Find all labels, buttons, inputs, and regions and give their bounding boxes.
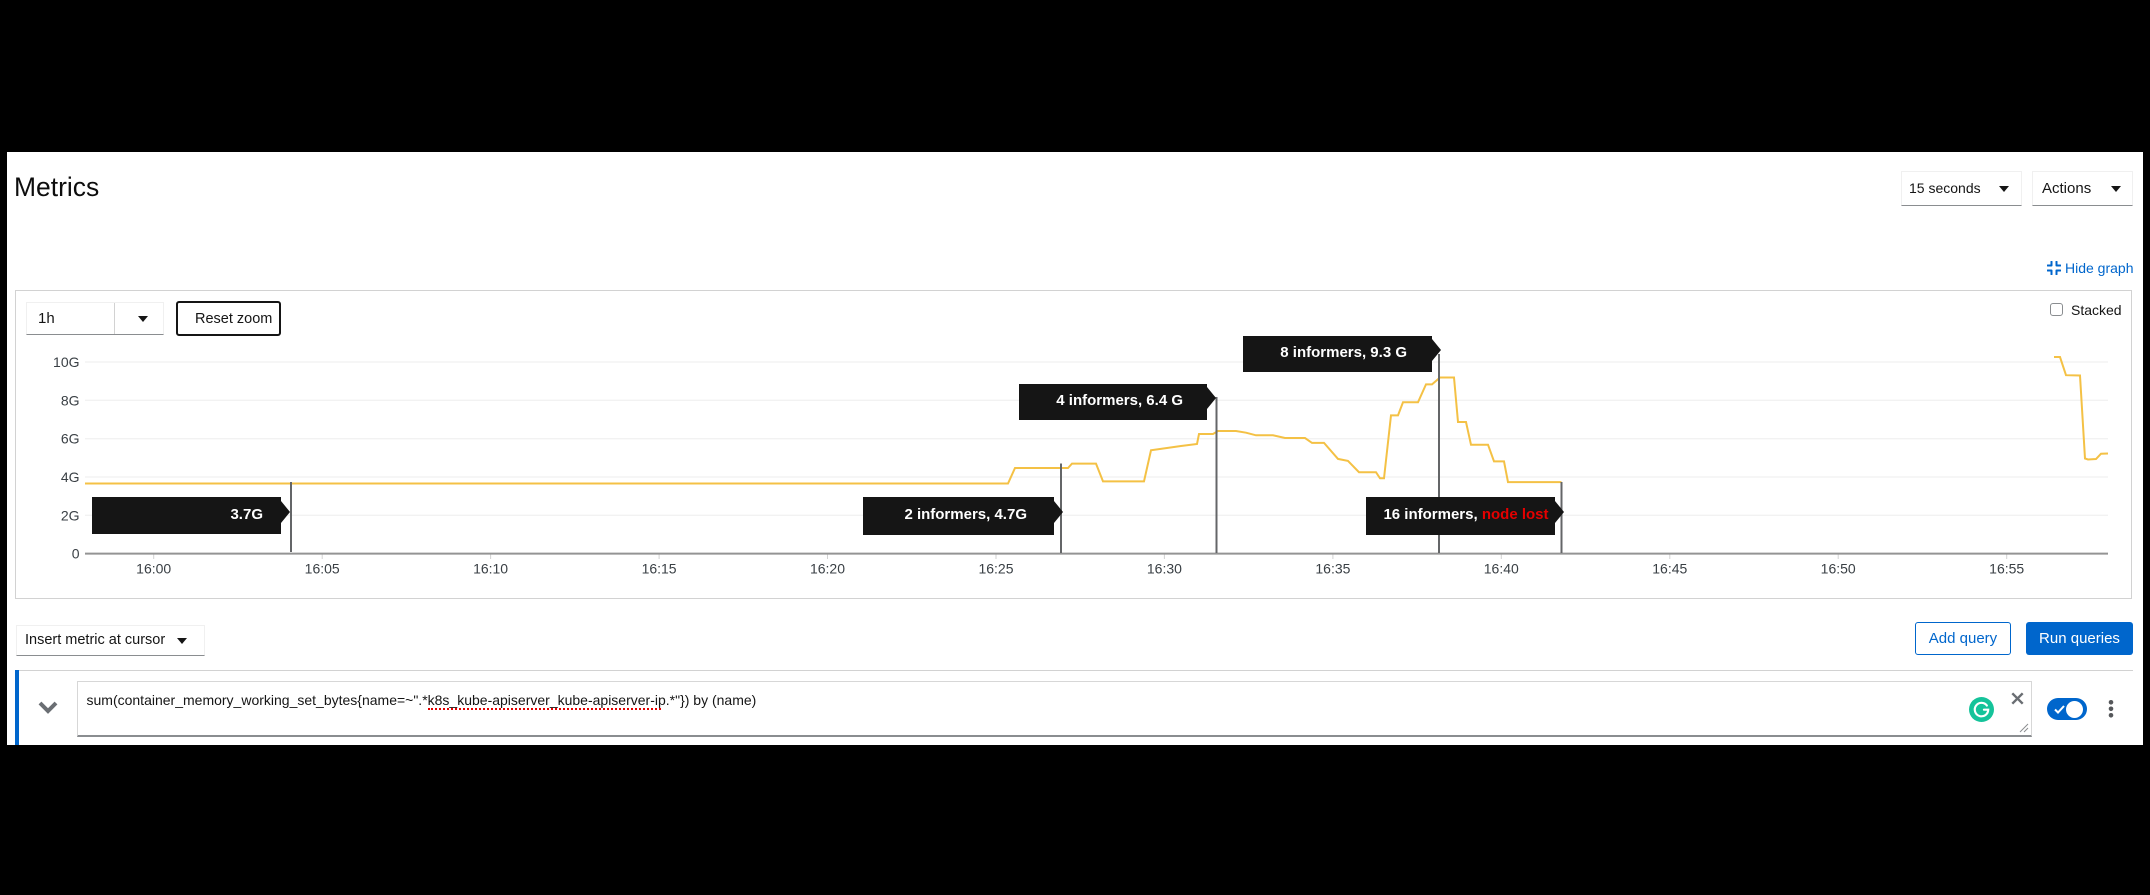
svg-text:16:35: 16:35 [1315,561,1350,577]
svg-text:2G: 2G [61,507,80,523]
svg-text:0: 0 [72,546,80,562]
svg-text:16:55: 16:55 [1989,561,2024,577]
svg-text:6G: 6G [61,431,80,447]
svg-text:16:50: 16:50 [1821,561,1856,577]
svg-text:16:30: 16:30 [1147,561,1182,577]
svg-text:16:20: 16:20 [810,561,845,577]
svg-text:16:45: 16:45 [1652,561,1687,577]
svg-text:4G: 4G [61,469,80,485]
svg-text:16:05: 16:05 [305,561,340,577]
svg-text:16:15: 16:15 [642,561,677,577]
svg-text:16:40: 16:40 [1484,561,1519,577]
svg-text:16:00: 16:00 [136,561,171,577]
svg-text:16:25: 16:25 [978,561,1013,577]
svg-text:16:10: 16:10 [473,561,508,577]
svg-text:8G: 8G [61,392,80,408]
svg-text:10G: 10G [53,354,79,370]
